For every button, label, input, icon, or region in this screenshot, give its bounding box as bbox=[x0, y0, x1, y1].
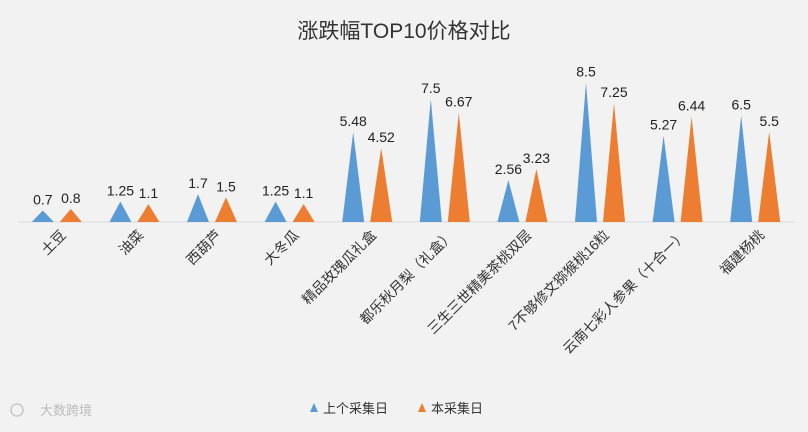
legend-label-0: 上个采集日 bbox=[323, 401, 388, 416]
x-tick-label-4: 精品玫瑰瓜礼盒 bbox=[299, 227, 380, 308]
value-label-curr-4: 4.52 bbox=[368, 129, 395, 145]
x-tick-label-2: 西葫芦 bbox=[183, 227, 224, 268]
value-label-prev-2: 1.7 bbox=[188, 175, 208, 191]
value-label-prev-6: 2.56 bbox=[495, 161, 522, 177]
mark-prev-4 bbox=[342, 132, 365, 222]
x-tick-label-1: 油菜 bbox=[115, 227, 146, 258]
mark-prev-6 bbox=[497, 180, 520, 222]
watermark-text: 大数跨境 bbox=[40, 403, 92, 418]
x-tick-label-3: 大冬瓜 bbox=[261, 227, 302, 268]
mark-prev-0 bbox=[31, 210, 54, 222]
mark-prev-7 bbox=[575, 82, 597, 222]
mark-curr-1 bbox=[137, 203, 160, 222]
watermark-logo-icon bbox=[10, 403, 24, 417]
mark-prev-8 bbox=[652, 135, 675, 222]
legend: 上个采集日 本采集日 bbox=[310, 401, 483, 416]
mark-curr-0 bbox=[59, 208, 82, 222]
mark-curr-8 bbox=[680, 116, 703, 222]
value-label-curr-3: 1.1 bbox=[294, 185, 314, 201]
mark-curr-4 bbox=[370, 147, 393, 222]
mark-prev-1 bbox=[109, 201, 132, 222]
value-labels: 0.7 0.8 1.25 1.1 1.7 1.5 1.25 1.1 5.484.52 7.56.6… bbox=[33, 64, 779, 208]
value-label-curr-5: 6.67 bbox=[445, 94, 472, 110]
mark-curr-2 bbox=[215, 197, 237, 222]
mark-curr-7 bbox=[603, 103, 625, 222]
legend-marker-0 bbox=[310, 403, 318, 412]
value-label-prev-7: 8.5 bbox=[576, 64, 596, 80]
x-tick-label-9: 福建杨桃 bbox=[716, 227, 767, 278]
value-label-curr-2: 1.5 bbox=[216, 178, 236, 194]
chart-marks bbox=[31, 82, 781, 222]
value-label-prev-3: 1.25 bbox=[262, 183, 289, 199]
mark-curr-3 bbox=[292, 203, 315, 222]
value-label-curr-8: 6.44 bbox=[678, 97, 705, 113]
value-label-curr-7: 7.25 bbox=[600, 84, 627, 100]
mark-prev-9 bbox=[730, 115, 753, 222]
mark-curr-5 bbox=[447, 112, 470, 222]
value-label-curr-6: 3.23 bbox=[523, 150, 550, 166]
mark-curr-9 bbox=[758, 131, 781, 222]
value-label-curr-1: 1.1 bbox=[139, 185, 159, 201]
mark-prev-5 bbox=[419, 99, 442, 222]
x-tick-labels: 土豆 油菜 西葫芦 大冬瓜精品玫瑰瓜礼盒都乐秋月梨（礼盒）三生三世精美茶桃双层7不够修… bbox=[38, 227, 768, 357]
value-label-prev-9: 6.5 bbox=[731, 96, 751, 112]
mark-curr-6 bbox=[525, 169, 548, 222]
value-label-prev-5: 7.5 bbox=[421, 80, 441, 96]
legend-label-1: 本采集日 bbox=[431, 401, 483, 416]
value-label-prev-0: 0.7 bbox=[33, 192, 53, 208]
value-label-prev-8: 5.27 bbox=[650, 117, 677, 133]
x-tick-label-0: 土豆 bbox=[38, 227, 69, 258]
value-label-prev-4: 5.48 bbox=[340, 113, 367, 129]
mark-prev-2 bbox=[187, 194, 209, 222]
mark-prev-3 bbox=[264, 201, 287, 222]
value-label-curr-9: 5.5 bbox=[759, 113, 779, 129]
watermark: 大数跨境 bbox=[10, 403, 92, 418]
chart-title: 涨跌幅TOP10价格对比 bbox=[297, 20, 510, 43]
value-label-prev-1: 1.25 bbox=[107, 183, 134, 199]
legend-marker-1 bbox=[418, 403, 426, 412]
value-label-curr-0: 0.8 bbox=[61, 190, 81, 206]
x-tick-label-8: 云南七彩人参果（十合一） bbox=[560, 227, 690, 357]
